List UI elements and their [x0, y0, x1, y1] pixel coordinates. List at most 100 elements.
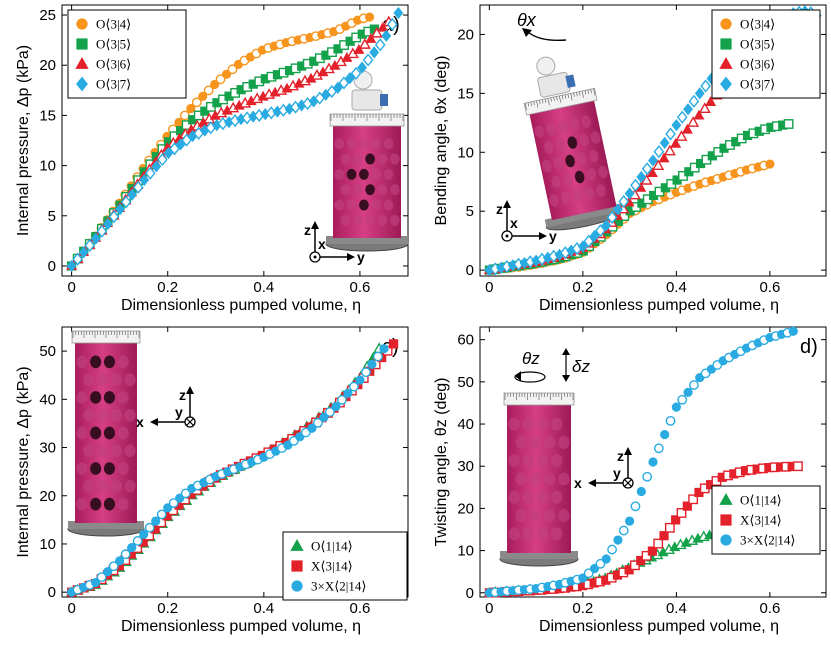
x-tick-label: 0.2: [572, 600, 593, 617]
data-series-group: [483, 326, 803, 598]
data-point: [379, 344, 389, 354]
data-point: [698, 102, 711, 114]
data-point: [367, 359, 377, 369]
x-axis-label: x: [574, 475, 582, 491]
y-tick-label: 25: [39, 7, 56, 24]
data-point: [630, 560, 640, 571]
actuator-hole: [76, 355, 88, 369]
y-tick-label: 15: [457, 85, 474, 102]
ruler-tick: [561, 95, 564, 100]
actuator-hole: [340, 184, 351, 196]
ruler-tick: [533, 101, 535, 106]
ruler-tick: [584, 90, 587, 95]
data-point: [659, 136, 670, 149]
data-point: [364, 12, 375, 22]
ruler-tick: [570, 93, 573, 101]
data-point: [127, 542, 137, 553]
inset-actuator-b: θx z y x: [496, 10, 626, 244]
ruler-tick: [567, 93, 570, 99]
data-point: [653, 145, 665, 159]
data-point: [108, 561, 119, 572]
actuator-hole: [508, 454, 520, 468]
actuator-hole: [90, 426, 102, 440]
legend-box: [282, 531, 408, 601]
actuator-hole: [577, 152, 587, 165]
legend-label: O⟨3|7⟩: [96, 77, 131, 92]
legend-label: O⟨3|7⟩: [740, 77, 775, 92]
actuator-hole: [97, 373, 109, 387]
data-point: [362, 53, 374, 67]
actuator-hole: [563, 173, 573, 186]
actuator-hole: [529, 472, 542, 486]
z-axis-label: z: [304, 222, 311, 238]
legend-marker: [76, 18, 88, 30]
actuator-hole: [110, 408, 122, 422]
y-tick-label: 20: [457, 500, 474, 517]
actuator-hole: [549, 194, 559, 207]
actuator-hole: [117, 462, 129, 475]
ruler-tick: [576, 92, 578, 97]
y-tick-label: 0: [48, 258, 56, 275]
data-point: [636, 170, 647, 184]
data-point: [659, 531, 669, 541]
data-point: [96, 572, 107, 583]
data-point: [618, 194, 630, 209]
valve-cap: [351, 89, 383, 111]
actuator-hole: [389, 153, 400, 165]
actuator-hole: [334, 138, 345, 150]
x-tick-label: 0.6: [759, 279, 780, 296]
data-point: [671, 402, 681, 412]
actuator-hole: [572, 189, 583, 202]
data-series-group: [66, 6, 404, 273]
actuator-hole: [371, 138, 382, 150]
x-axis-label: x: [318, 236, 326, 252]
z-arrow-icon: [311, 221, 319, 229]
inset-actuator-c: z x y: [67, 330, 196, 537]
legend-label: O⟨3|6⟩: [740, 57, 775, 72]
actuator-hole: [124, 444, 136, 458]
actuator-hole: [558, 509, 570, 523]
data-point: [144, 522, 155, 533]
actuator-hole: [76, 497, 88, 511]
data-point: [156, 509, 167, 520]
actuator-hole: [117, 355, 129, 369]
data-point: [151, 516, 161, 526]
data-point: [357, 61, 368, 74]
actuator-hole: [352, 184, 363, 196]
actuator-hole: [560, 191, 571, 205]
data-point: [671, 119, 682, 132]
base-plate-side: [500, 551, 578, 559]
data-point: [180, 488, 191, 499]
ruler-tick: [578, 91, 581, 96]
data-point: [374, 38, 386, 52]
inset-b-coord-axes: z y x: [496, 200, 557, 244]
actuator-hole: [596, 184, 606, 197]
actuator-hole: [383, 168, 394, 180]
data-point: [350, 66, 362, 80]
valve-port: [380, 94, 388, 106]
y-tick-label: 20: [457, 26, 474, 43]
actuator-hole: [389, 184, 400, 196]
legend-label: O⟨1|14⟩: [311, 539, 353, 554]
data-point: [613, 203, 623, 216]
data-point: [665, 415, 676, 426]
ruler-tick: [536, 100, 539, 108]
base-plate-side: [326, 236, 408, 244]
data-point: [179, 110, 190, 121]
legend-label: 3×X⟨2|14⟩: [311, 579, 366, 594]
data-point: [630, 178, 641, 192]
legend-marker: [720, 534, 732, 546]
data-point: [307, 423, 317, 433]
actuator-hole: [97, 408, 109, 422]
y-tick-label: 0: [466, 262, 474, 279]
actuator-hole: [124, 373, 136, 387]
actuator-hole: [76, 391, 88, 404]
y-tick-label: 60: [457, 332, 474, 349]
actuator-hole: [383, 199, 394, 211]
y-axis-label: y: [549, 228, 557, 244]
actuator-hole: [359, 168, 369, 180]
legend-marker: [76, 76, 88, 92]
data-point: [694, 87, 705, 100]
actuator-hole: [90, 391, 102, 404]
